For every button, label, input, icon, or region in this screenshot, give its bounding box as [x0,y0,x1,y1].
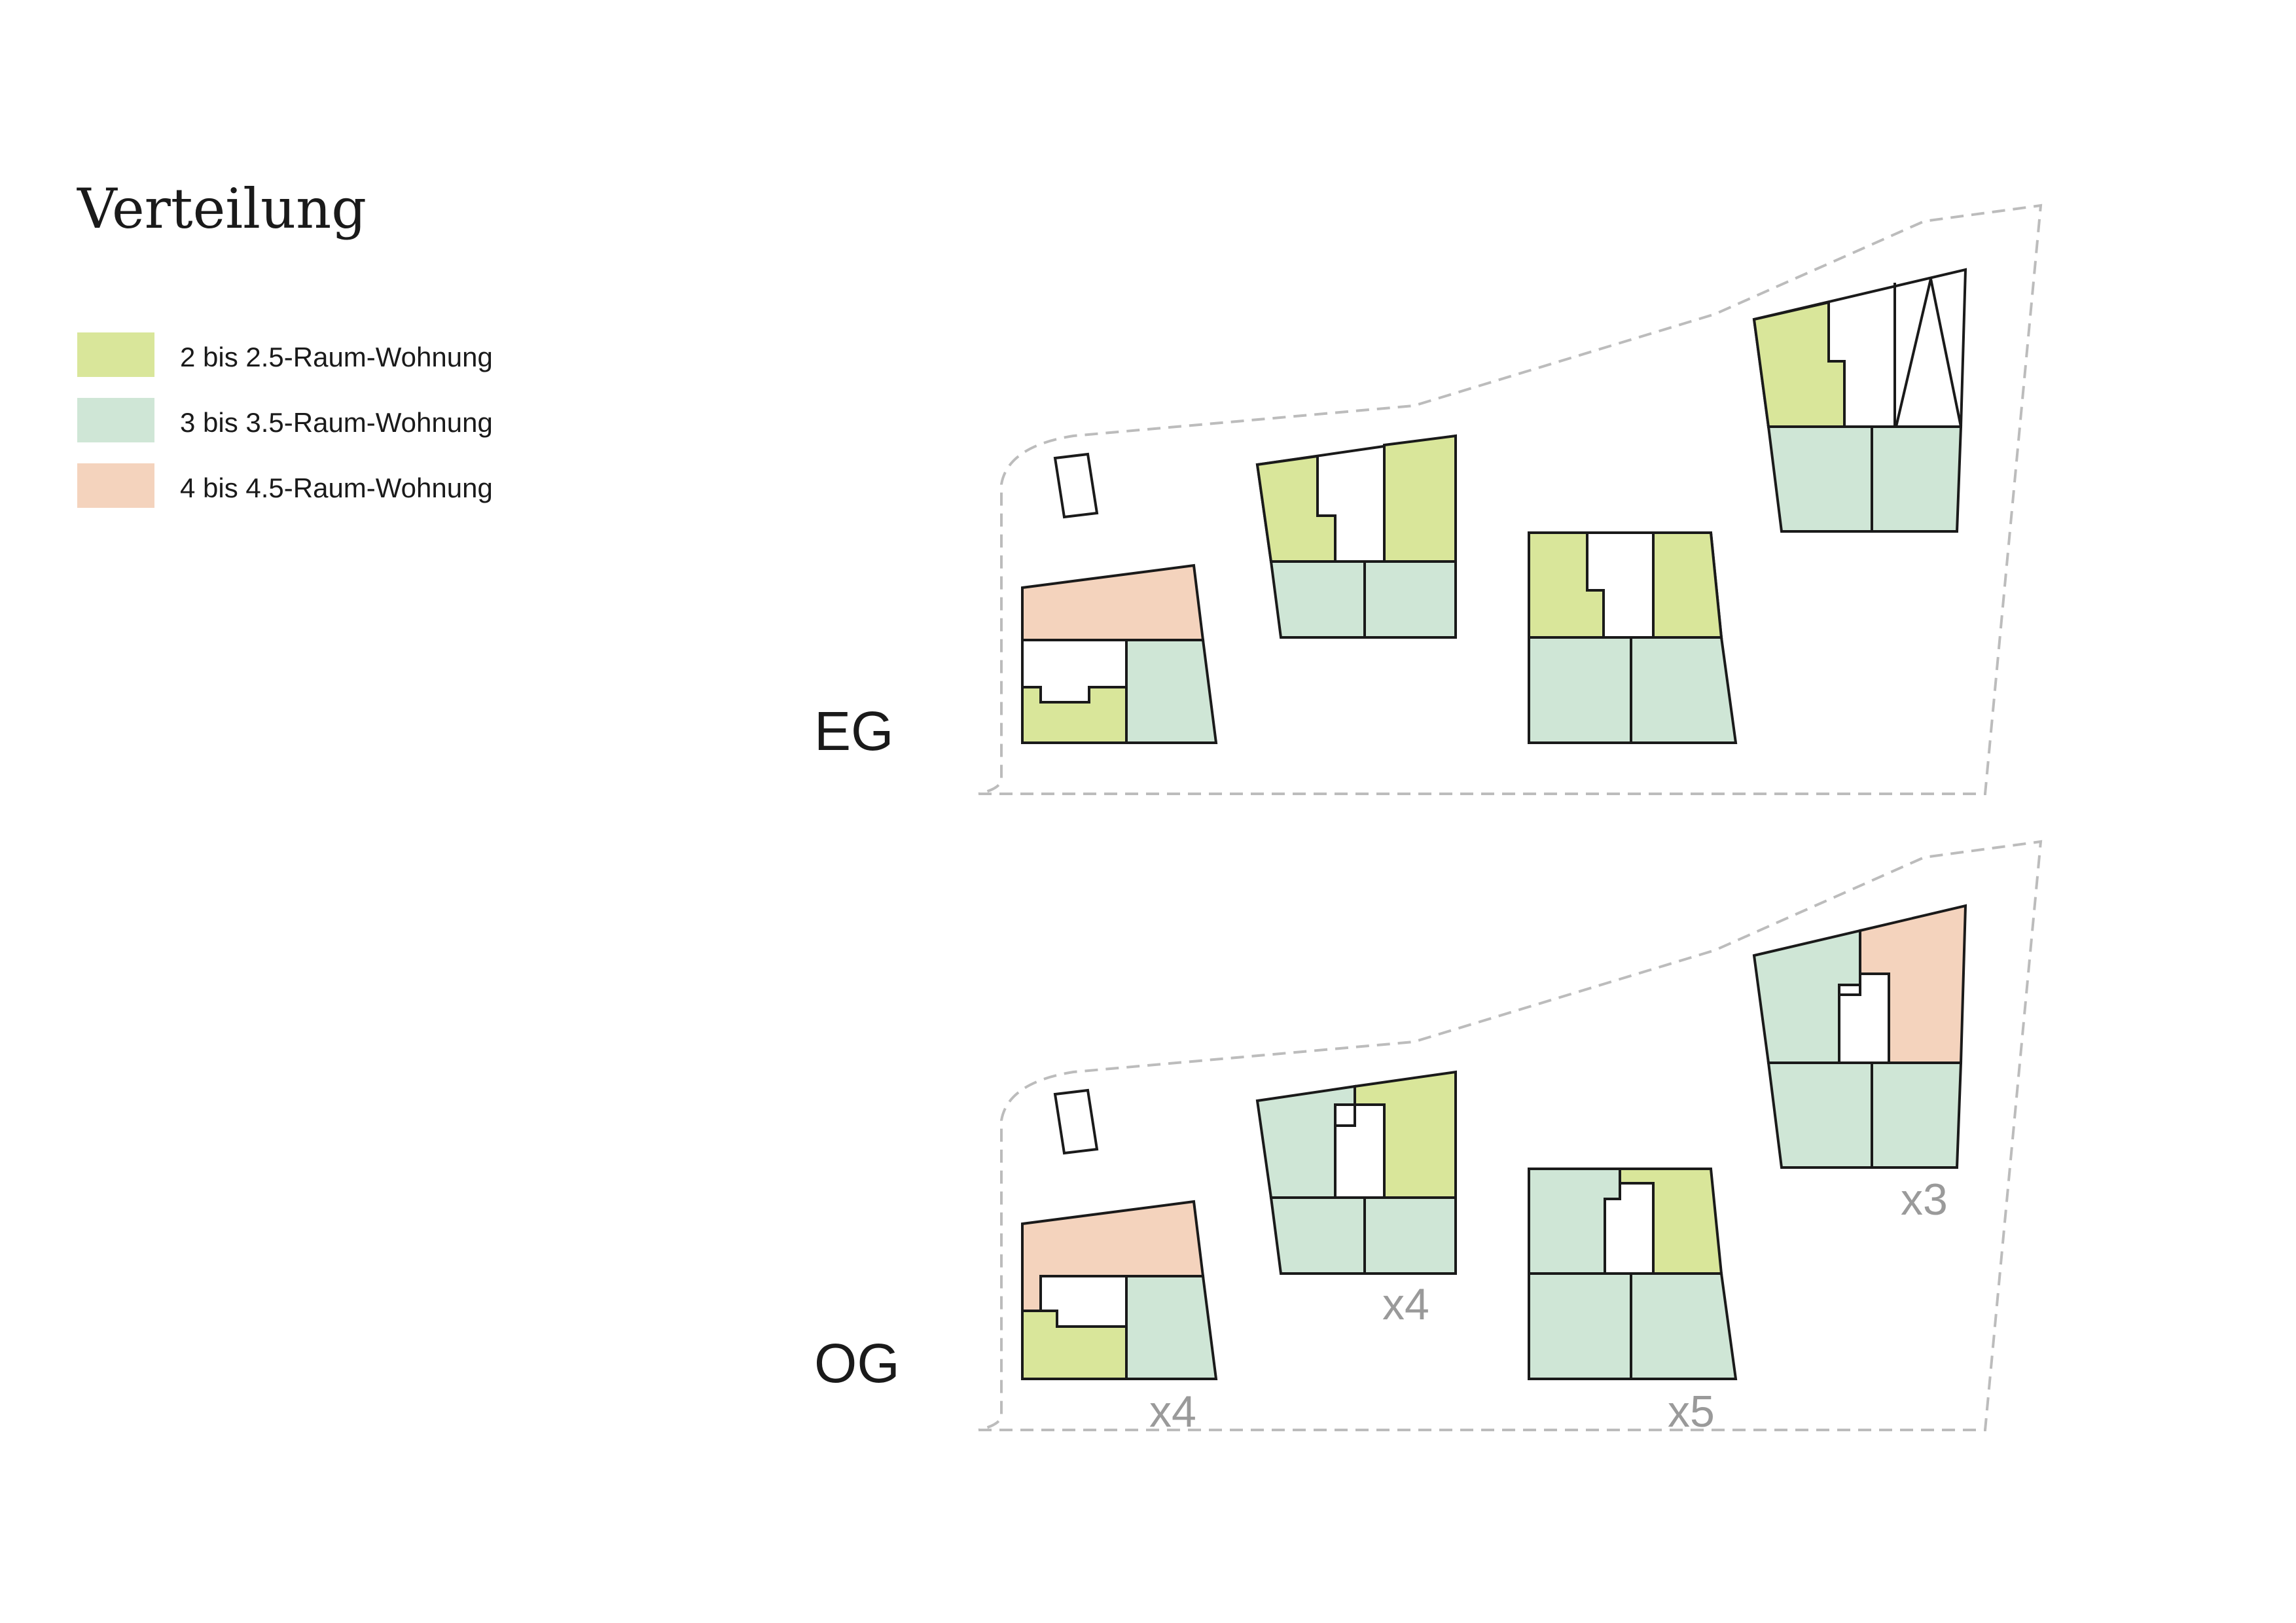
building-2-og: x4 [1255,1070,1457,1329]
unit-b4-eg-se-3room [1871,425,1963,533]
unit-b3-og-se-3room [1630,1272,1738,1380]
unit-b1-og-east-3room [1125,1275,1218,1380]
unit-b2-eg-se-3room [1363,560,1457,639]
shed-eg [1053,452,1099,519]
floor-og: x4 x4 x5 x3 OG [814,840,2043,1436]
unit-b3-eg-se-3room [1630,636,1738,744]
unit-b4-og-sw-3room [1767,1061,1873,1169]
building-3-eg [1528,531,1738,744]
site-boundary-eg [978,204,2043,795]
shed-outline-og [1053,1088,1099,1155]
legend-label-2-room: 2 bis 2.5-Raum-Wohnung [180,342,493,372]
unit-b2-og-se-3room [1363,1196,1457,1275]
building-1-og: x4 [1021,1200,1218,1436]
floor-eg: EG [814,204,2043,795]
building-3-og: x5 [1528,1168,1738,1436]
unit-b3-eg-sw-3room [1528,636,1632,744]
floor-label-og: OG [814,1332,900,1394]
legend-label-3-room: 3 bis 3.5-Raum-Wohnung [180,407,493,438]
unit-b3-og-sw-3room [1528,1272,1632,1380]
shed-outline [1053,452,1099,519]
multiplier-building-3: x5 [1668,1387,1715,1436]
legend-swatch-2-room [77,332,154,377]
unit-b2-eg-east-2room [1383,434,1457,563]
building-4-eg [1752,268,1967,533]
building-1-eg [1021,563,1218,744]
multiplier-building-1: x4 [1149,1387,1196,1436]
unit-b1-eg-east-3room [1125,639,1218,744]
building-2-eg [1255,434,1457,639]
unit-b3-eg-east-2room [1652,531,1723,639]
building-4-og: x3 [1752,904,1967,1224]
stair-b4-eg [1895,278,1962,427]
floor-label-eg: EG [814,700,893,762]
diagram-title: Verteilung [77,177,367,241]
multiplier-building-2: x4 [1382,1279,1429,1329]
unit-b4-og-se-3room [1871,1061,1963,1169]
unit-b1-eg-north-4room [1021,563,1205,641]
unit-b4-eg-sw-3room [1767,425,1873,533]
core-b4-og [1838,972,1890,1064]
legend-label-4-room: 4 bis 4.5-Raum-Wohnung [180,473,493,503]
unit-b2-og-sw-3room [1269,1196,1366,1275]
multiplier-building-4: x3 [1901,1175,1948,1224]
legend-swatch-3-room [77,398,154,442]
core-b2-og [1334,1103,1386,1199]
shed-og [1053,1088,1099,1155]
site-boundary-og [978,840,2043,1431]
unit-b1-eg-south-2room [1021,686,1128,744]
unit-b2-eg-sw-3room [1269,560,1366,639]
legend-swatch-4-room [77,463,154,508]
